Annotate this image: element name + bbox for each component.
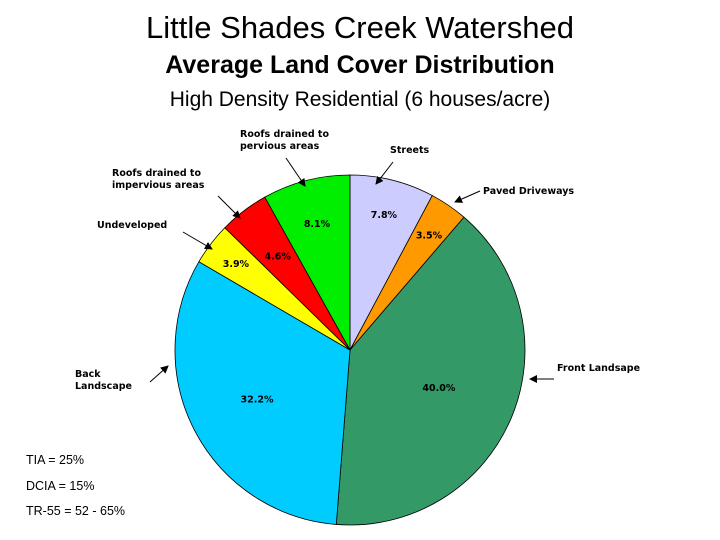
note-tia: TIA = 25% [26,453,85,467]
slice-value-label-paved-driveways: 3.5% [416,230,443,241]
slice-value-label-roofs-drained-to-pervious-areas: 8.1% [304,219,331,230]
callout-arrow-roofs-drained-to-impervious-areas [217,195,241,219]
slice-value-label-streets: 7.8% [371,210,398,221]
slice-value-label-front-landsape: 40.0% [422,383,455,394]
callout-arrow-paved-driveways [454,190,481,203]
slice-category-label-roofs-drained-to-impervious-areas: Roofs drained to impervious areas [112,168,205,191]
slice-category-label-streets: Streets [390,145,429,156]
callout-arrow-back-landscape [149,365,169,383]
chart-title: Little Shades Creek Watershed [146,10,574,45]
pie-slice-roofs-drained-to-pervious-areas [264,174,351,352]
slice-value-label-roofs-drained-to-impervious-areas: 4.6% [265,252,292,263]
note-tr55: TR-55 = 52 - 65% [26,504,126,518]
pie-slice-front-landsape [335,216,526,526]
slice-category-label-front-landsape: Front Landsape [557,363,640,374]
slice-category-label-back-landscape: Back Landscape [75,369,132,392]
callout-arrow-roofs-drained-to-pervious-areas [285,157,306,187]
note-dcia: DCIA = 15% [26,478,95,493]
pie-slice-back-landscape [174,261,351,525]
slice-category-label-roofs-drained-to-pervious-areas: Roofs drained to pervious areas [240,129,329,152]
callout-arrow-streets [375,161,394,185]
slice-category-label-undeveloped: Undeveloped [97,220,167,231]
callout-arrow-undeveloped [182,231,213,250]
notes-block: TIA = 25% DCIA = 15% TR-55 = 52 - 65% [26,448,125,525]
chart-subtitle: Average Land Cover Distribution [165,51,555,79]
slice-value-label-undeveloped: 3.9% [223,259,250,270]
slice-category-label-paved-driveways: Paved Driveways [483,186,574,197]
chart-subsubtitle: High Density Residential (6 houses/acre) [169,88,551,111]
slice-value-label-back-landscape: 32.2% [241,395,274,406]
